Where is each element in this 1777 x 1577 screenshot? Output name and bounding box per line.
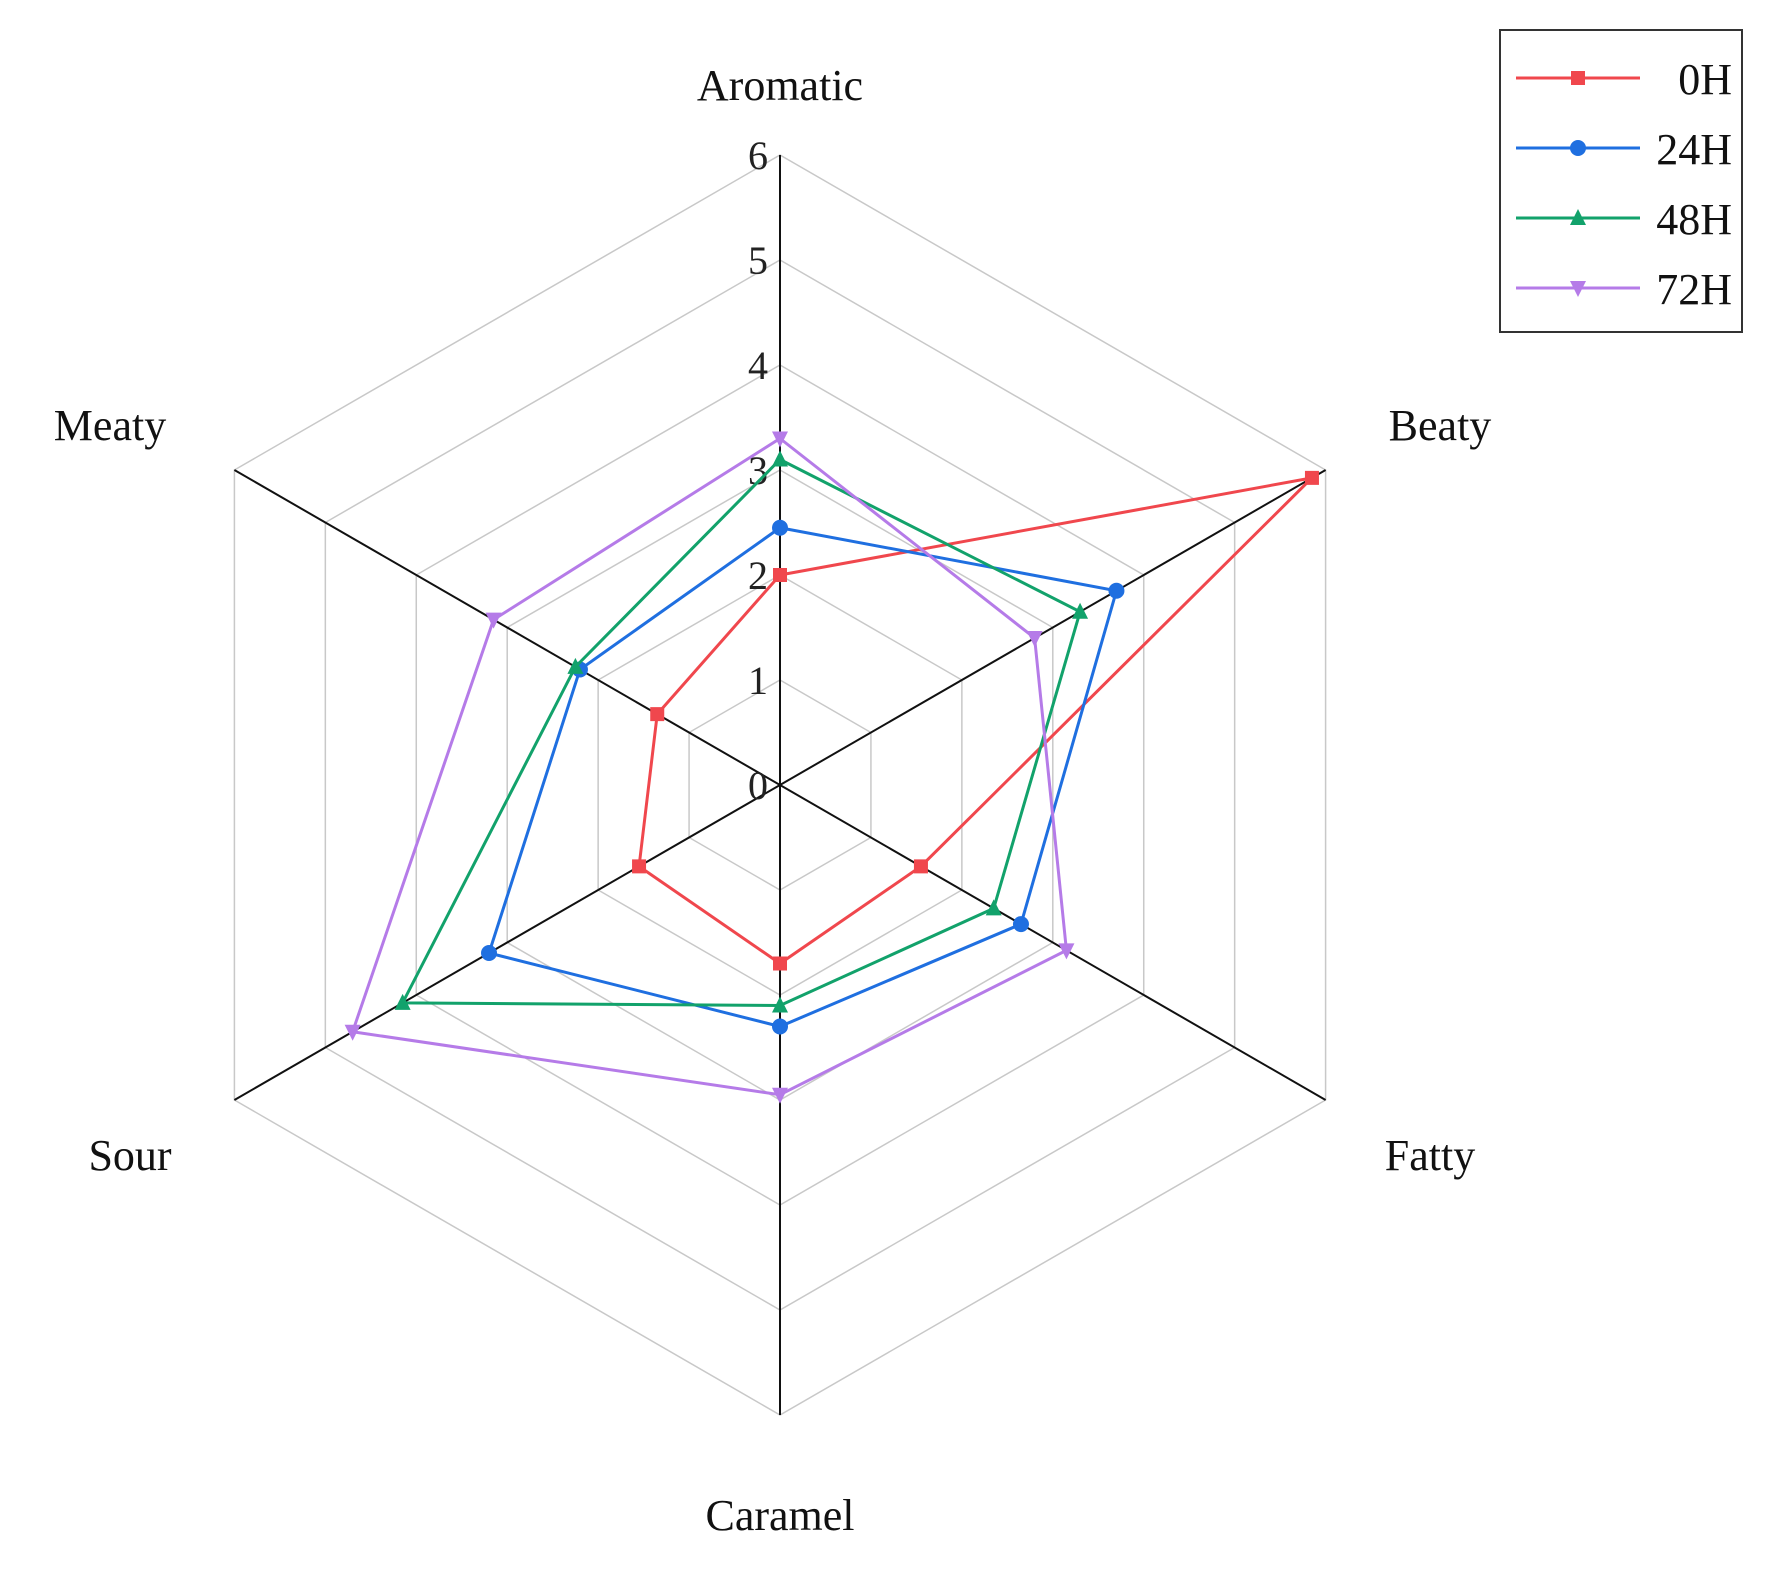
axis-label-caramel: Caramel [705,1491,854,1540]
axis-label-fatty: Fatty [1385,1131,1475,1180]
axis-spoke-sour [233,784,781,1101]
series-line-24h [487,526,1119,1029]
legend-label-24h: 24H [1656,125,1732,174]
radar-axes [233,155,1327,1415]
data-point-72h-fatty [1058,943,1075,960]
data-point-48h-aromatic [772,450,788,467]
axis-label-meaty: Meaty [54,401,166,450]
tick-label: 2 [748,553,768,598]
tick-label: 0 [748,763,768,808]
data-point-24h-beaty [1108,582,1125,599]
data-point-72h-aromatic [772,431,788,448]
data-point-48h-sour [394,993,411,1010]
data-point-24h-fatty [1012,916,1029,933]
data-point-48h-caramel [772,996,788,1013]
data-point-0h-meaty [650,707,665,722]
axis-label-beaty: Beaty [1389,401,1492,450]
series-0h [632,470,1319,971]
series-48h [394,450,1089,1013]
data-series [344,431,1319,1104]
data-point-0h-sour [632,859,647,874]
legend: 0H 24H 48H 72H [1499,29,1743,333]
legend-label-0h: 0H [1678,55,1732,104]
data-point-72h-beaty [1026,631,1043,647]
radial-tick-labels: 0 1 2 3 4 5 6 [748,133,768,808]
data-point-72h-sour [344,1024,361,1041]
data-point-0h-caramel [773,956,787,971]
axis-spoke-meaty [233,469,781,786]
data-point-48h-meaty [567,657,584,674]
tick-label: 5 [748,238,768,283]
legend-box [1499,29,1743,333]
series-line-48h [400,457,1082,1008]
data-point-24h-aromatic [772,519,788,536]
axis-label-aromatic: Aromatic [697,61,863,110]
tick-label: 6 [748,133,768,178]
axis-spoke-fatty [779,784,1327,1101]
data-point-0h-aromatic [773,568,787,582]
series-line-0h [637,475,1317,966]
legend-marker-72h [1570,281,1586,297]
data-point-24h-caramel [772,1018,788,1035]
data-point-24h-sour [481,945,498,961]
series-72h [344,431,1075,1104]
data-point-48h-beaty [1072,602,1089,619]
tick-label: 3 [748,448,768,493]
legend-marker-48h [1570,209,1586,225]
tick-label: 1 [748,658,768,703]
data-point-0h-fatty [913,859,928,874]
tick-label: 4 [748,343,768,388]
legend-label-48h: 48H [1656,195,1732,244]
axis-spoke-beaty [779,469,1327,786]
data-point-0h-beaty [1304,470,1319,485]
data-point-72h-meaty [485,612,502,629]
axis-label-sour: Sour [88,1131,171,1180]
legend-marker-24h [1570,140,1586,156]
legend-label-72h: 72H [1656,265,1732,314]
legend-marker-0h [1571,71,1585,85]
data-point-72h-caramel [772,1087,788,1104]
data-point-48h-fatty [985,899,1002,916]
axis-labels: Aromatic Beaty Fatty Caramel Sour Meaty [54,61,1492,1540]
